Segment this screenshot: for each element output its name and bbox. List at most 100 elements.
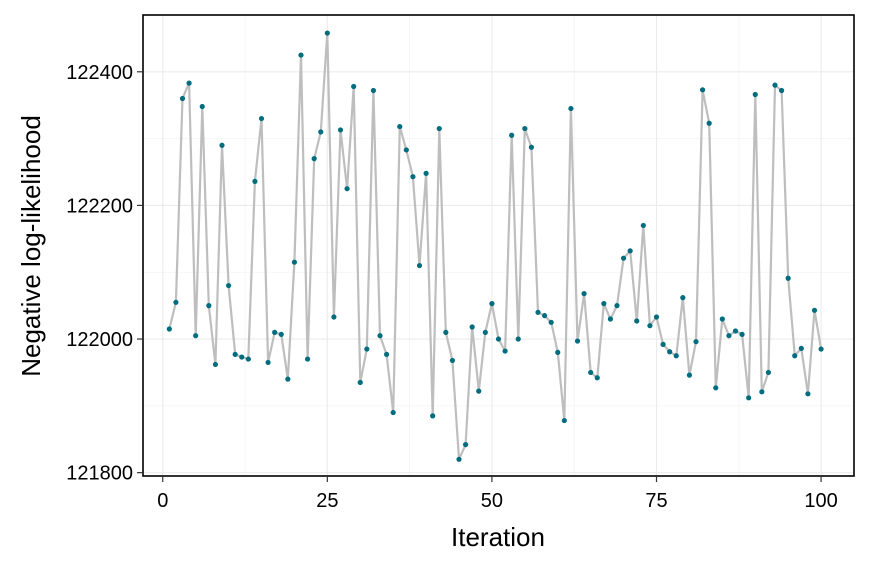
data-point bbox=[311, 156, 317, 162]
y-tick-label: 122400 bbox=[66, 62, 133, 84]
x-axis-title: Iteration bbox=[451, 522, 545, 552]
x-tick-label: 75 bbox=[645, 490, 667, 512]
data-point bbox=[436, 125, 442, 132]
data-point bbox=[383, 351, 390, 358]
data-point bbox=[719, 316, 725, 322]
data-point bbox=[627, 248, 633, 254]
data-point bbox=[509, 132, 515, 138]
y-axis: 121800 122000 122200 122400 bbox=[66, 62, 143, 485]
data-point bbox=[726, 333, 732, 339]
x-axis: 0 25 50 75 100 bbox=[157, 476, 838, 512]
data-point bbox=[397, 123, 403, 130]
data-point bbox=[522, 125, 528, 132]
data-point bbox=[324, 30, 330, 36]
data-point bbox=[449, 357, 456, 364]
data-point bbox=[811, 307, 818, 313]
data-point bbox=[746, 395, 752, 401]
x-tick-label: 25 bbox=[316, 490, 338, 512]
data-point bbox=[225, 282, 232, 289]
y-tick-label: 122000 bbox=[66, 329, 133, 351]
data-point bbox=[219, 142, 225, 148]
data-point bbox=[377, 333, 383, 339]
data-point bbox=[364, 346, 370, 352]
data-point bbox=[785, 275, 791, 281]
data-point bbox=[680, 295, 686, 301]
data-point bbox=[344, 186, 350, 192]
data-point bbox=[805, 391, 811, 397]
data-point bbox=[772, 82, 778, 88]
data-point bbox=[634, 318, 640, 324]
data-point bbox=[469, 324, 475, 330]
data-point bbox=[390, 409, 396, 416]
data-point bbox=[357, 379, 363, 386]
data-point bbox=[489, 301, 495, 307]
data-point bbox=[318, 129, 324, 135]
data-point bbox=[515, 336, 521, 342]
data-point bbox=[199, 103, 205, 110]
data-point bbox=[792, 353, 798, 359]
data-point bbox=[739, 331, 745, 337]
y-tick-label: 121800 bbox=[66, 463, 133, 485]
data-point bbox=[278, 331, 284, 337]
data-point bbox=[265, 359, 271, 366]
series-line bbox=[168, 31, 823, 461]
data-point bbox=[759, 389, 765, 395]
data-point bbox=[272, 329, 278, 335]
data-point bbox=[752, 91, 758, 98]
panel-background bbox=[143, 15, 854, 476]
x-tick-label: 100 bbox=[804, 490, 837, 512]
data-point bbox=[706, 120, 712, 126]
data-point bbox=[640, 222, 646, 229]
data-point bbox=[206, 303, 212, 309]
data-point bbox=[495, 336, 502, 342]
data-point bbox=[186, 80, 192, 86]
data-point bbox=[765, 369, 772, 376]
data-point bbox=[673, 353, 679, 359]
y-tick-label: 122200 bbox=[66, 195, 133, 217]
data-point bbox=[594, 375, 600, 381]
data-point bbox=[732, 328, 739, 334]
data-point bbox=[443, 329, 449, 335]
data-point bbox=[778, 87, 785, 94]
data-point bbox=[667, 349, 673, 355]
data-point bbox=[647, 323, 653, 329]
data-point bbox=[568, 105, 574, 112]
data-point bbox=[574, 338, 581, 344]
data-point bbox=[351, 83, 357, 90]
data-point bbox=[456, 456, 462, 462]
series-polyline bbox=[168, 31, 823, 461]
data-point bbox=[245, 356, 251, 362]
data-point bbox=[502, 348, 508, 354]
data-point bbox=[620, 255, 627, 261]
data-point bbox=[462, 441, 469, 448]
data-point bbox=[212, 361, 219, 368]
data-point bbox=[258, 115, 265, 122]
data-point bbox=[232, 351, 238, 358]
data-point bbox=[285, 376, 291, 382]
data-point bbox=[193, 333, 199, 339]
x-tick-label: 50 bbox=[481, 490, 503, 512]
data-point bbox=[601, 301, 607, 307]
data-point bbox=[179, 95, 186, 102]
data-point bbox=[699, 87, 706, 93]
data-point bbox=[686, 372, 693, 378]
data-point bbox=[561, 417, 567, 424]
data-point bbox=[337, 127, 344, 133]
data-point bbox=[818, 346, 824, 352]
data-point bbox=[291, 259, 298, 265]
data-point bbox=[252, 178, 258, 184]
data-point bbox=[535, 309, 541, 315]
panel-border bbox=[142, 14, 855, 477]
data-point bbox=[403, 147, 409, 153]
data-point bbox=[607, 316, 614, 322]
data-point bbox=[430, 413, 436, 419]
data-point bbox=[660, 341, 666, 347]
data-point bbox=[370, 87, 377, 94]
data-point bbox=[555, 349, 561, 355]
data-point bbox=[331, 314, 337, 320]
data-point bbox=[588, 369, 594, 376]
x-tick-label: 0 bbox=[157, 490, 168, 512]
data-point bbox=[482, 329, 488, 335]
data-point bbox=[528, 144, 535, 150]
